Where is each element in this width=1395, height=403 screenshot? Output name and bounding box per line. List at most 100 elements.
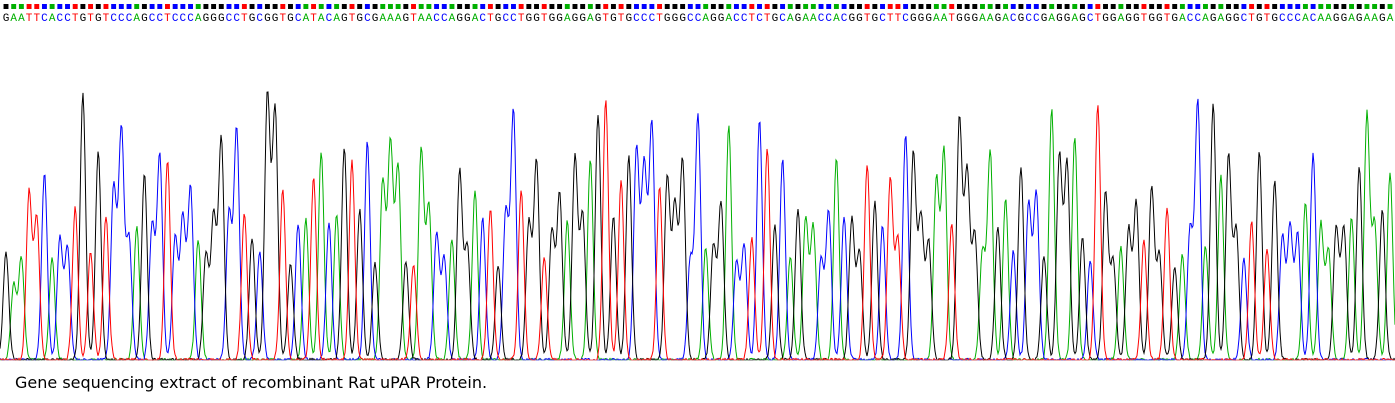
base-call-letter: C (1194, 13, 1201, 25)
quality-bar (949, 4, 955, 9)
quality-bar (357, 4, 363, 9)
quality-bar (956, 4, 962, 9)
base-call-letter: T (241, 13, 248, 25)
base-call-letter: C (156, 13, 163, 25)
quality-bar (326, 4, 332, 9)
base-call-letter: A (933, 13, 940, 25)
quality-bar (549, 4, 555, 9)
base-call-letter: G (625, 13, 632, 25)
quality-bar (203, 4, 209, 9)
quality-bar (511, 4, 516, 9)
quality-bar (849, 4, 855, 9)
base-call-letter: C (841, 13, 848, 25)
base-call-letter: A (979, 13, 986, 25)
base-call-letter: G (210, 13, 217, 25)
quality-bar (1264, 4, 1270, 9)
base-call-letter: C (818, 13, 825, 25)
quality-bar (387, 4, 393, 9)
quality-bar (1056, 4, 1062, 9)
quality-bar (534, 4, 539, 9)
base-call-letter: C (1294, 13, 1301, 25)
base-call-letter: G (526, 13, 533, 25)
quality-bar (526, 4, 532, 9)
base-call-letter: T (103, 13, 110, 25)
quality-bar (787, 4, 793, 9)
quality-bar (141, 4, 147, 9)
quality-bar (211, 4, 217, 9)
base-call-letter: G (249, 13, 256, 25)
base-call-letter: A (1317, 13, 1324, 25)
quality-bar (3, 4, 9, 9)
quality-bar (503, 4, 509, 9)
quality-bar (149, 4, 155, 9)
quality-bar (795, 4, 801, 9)
quality-bar (234, 4, 240, 9)
base-call-letter: C (364, 13, 371, 25)
quality-bar (34, 4, 40, 9)
base-call-letter: A (1002, 13, 1009, 25)
quality-bar (395, 4, 401, 9)
quality-bar (272, 4, 278, 9)
base-call-letter: C (1279, 13, 1286, 25)
quality-bar (1379, 4, 1385, 9)
base-call-letter: G (872, 13, 879, 25)
quality-bar (726, 4, 732, 9)
quality-bar (134, 4, 140, 9)
base-call-letter: C (502, 13, 509, 25)
base-call-letter: G (1110, 13, 1117, 25)
quality-bar (165, 4, 170, 9)
base-call-letter: A (10, 13, 17, 25)
quality-bar (1141, 4, 1147, 9)
quality-bar (872, 4, 878, 9)
base-call-letter: T (541, 13, 548, 25)
base-call-letter: C (126, 13, 133, 25)
quality-bar (1087, 4, 1093, 9)
quality-bar (587, 4, 593, 9)
quality-bar (1049, 4, 1055, 9)
base-call-letter: C (687, 13, 694, 25)
base-call-letter: C (180, 13, 187, 25)
quality-bar (364, 4, 370, 9)
quality-bar (380, 4, 386, 9)
base-call-letter: C (479, 13, 486, 25)
quality-bar (241, 4, 247, 9)
quality-bar (1318, 4, 1324, 9)
base-call-letter: A (1048, 13, 1055, 25)
quality-bar (95, 4, 101, 9)
quality-bar (672, 4, 678, 9)
base-call-letter: G (918, 13, 925, 25)
base-call-letter: G (672, 13, 679, 25)
base-call-letter: G (372, 13, 379, 25)
quality-bar (441, 4, 447, 9)
quality-bar (603, 4, 609, 9)
base-call-letter: C (779, 13, 786, 25)
quality-bar (664, 4, 670, 9)
base-call-letter: C (1241, 13, 1248, 25)
base-call-letter: G (795, 13, 802, 25)
quality-bar (65, 4, 70, 9)
quality-bar (595, 4, 601, 9)
base-call-letter: G (203, 13, 210, 25)
base-call-letter: A (426, 13, 433, 25)
base-call-letter: C (1010, 13, 1017, 25)
quality-bar (995, 4, 1001, 9)
quality-bar (472, 4, 478, 9)
base-call-letter: T (164, 13, 171, 25)
quality-bar (941, 4, 947, 9)
base-call-letter: C (256, 13, 263, 25)
base-call-letter: G (1225, 13, 1232, 25)
quality-bar (1026, 4, 1032, 9)
quality-bar (1349, 4, 1355, 9)
base-call-letter: G (856, 13, 863, 25)
base-call-letter: C (1310, 13, 1317, 25)
quality-bar (188, 4, 193, 9)
quality-bar (157, 4, 163, 9)
base-call-letter: C (695, 13, 702, 25)
quality-bar (903, 4, 909, 9)
base-call-letter: A (702, 13, 709, 25)
base-call-letter: C (1187, 13, 1194, 25)
base-call-letter: A (18, 13, 25, 25)
base-call-letter: T (87, 13, 94, 25)
quality-bar (280, 4, 286, 9)
